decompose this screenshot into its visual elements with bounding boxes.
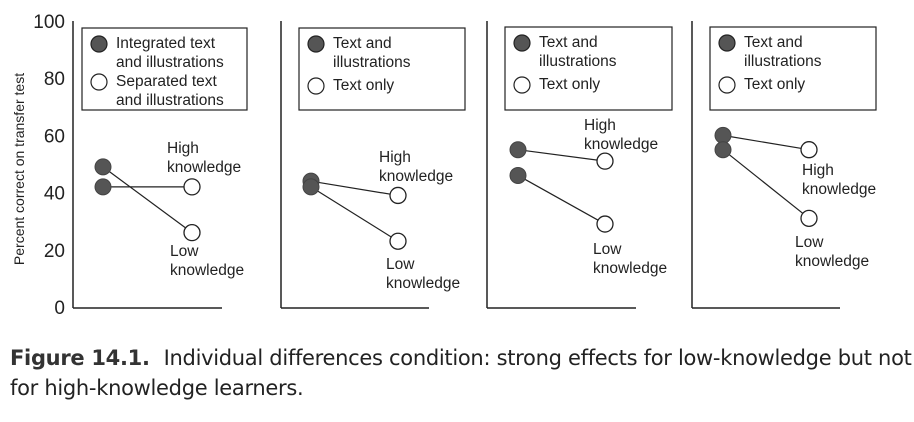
legend-line: Separated text bbox=[116, 73, 218, 90]
data-point-filled bbox=[714, 141, 732, 159]
series-line bbox=[310, 186, 399, 242]
legend: Text and illustrations Text only bbox=[504, 26, 673, 111]
caption-text: Individual differences condition: strong… bbox=[10, 346, 912, 400]
series-label-line: knowledge bbox=[379, 168, 453, 185]
series-line bbox=[722, 134, 810, 151]
legend-box bbox=[504, 26, 673, 111]
filled-circle-icon bbox=[513, 34, 531, 52]
open-circle-icon bbox=[90, 73, 108, 91]
data-point-filled bbox=[94, 158, 112, 176]
data-point-open bbox=[389, 232, 407, 250]
legend-line: Text and bbox=[539, 34, 598, 51]
y-tick-label: 100 bbox=[33, 12, 65, 33]
legend-entry: Text only bbox=[539, 76, 600, 93]
y-tick-label: 0 bbox=[54, 298, 65, 319]
legend: Text and illustrations Text only bbox=[298, 27, 466, 111]
data-point-filled bbox=[302, 178, 320, 196]
chart-panel-4: Text and illustrations Text only High knowle… bbox=[691, 21, 877, 309]
series-line bbox=[517, 174, 606, 225]
series-line bbox=[102, 166, 193, 234]
legend-entry: Integrated text and illustrations bbox=[116, 35, 224, 71]
open-circle-icon bbox=[513, 76, 531, 94]
series-line bbox=[310, 180, 399, 197]
legend-entry: Text and illustrations bbox=[744, 34, 822, 70]
data-point-open bbox=[800, 209, 818, 227]
data-point-open bbox=[596, 215, 614, 233]
legend-line: illustrations bbox=[539, 53, 617, 70]
figure-chart: 0 20 40 60 80 100 Percent correct on transfer … bbox=[11, 12, 877, 319]
series-label: High knowledge bbox=[167, 140, 241, 176]
legend-line: Text only bbox=[539, 76, 600, 93]
series-label-line: knowledge bbox=[167, 159, 241, 176]
chart-panel-1: 0 20 40 60 80 100 Percent correct on transfer … bbox=[11, 12, 248, 319]
legend-box bbox=[298, 27, 466, 111]
series-label-line: High bbox=[379, 149, 411, 166]
series-line bbox=[517, 149, 606, 162]
data-point-open bbox=[596, 152, 614, 170]
data-point-filled bbox=[714, 126, 732, 144]
legend-line: illustrations bbox=[333, 54, 411, 71]
series-label-line: Low bbox=[386, 256, 415, 273]
legend: Integrated text and illustrationsSeparate… bbox=[81, 27, 248, 111]
data-point-filled bbox=[509, 166, 527, 184]
series-label: Low knowledge bbox=[795, 234, 869, 270]
data-point-open bbox=[800, 141, 818, 159]
legend-entry: Text and illustrations bbox=[539, 34, 617, 70]
chart-panel-3: Text and illustrations Text only High knowle… bbox=[486, 21, 673, 309]
series-line bbox=[722, 149, 810, 219]
series-label-line: knowledge bbox=[795, 253, 869, 270]
legend-line: Text only bbox=[744, 76, 805, 93]
series-label-line: knowledge bbox=[170, 262, 244, 279]
y-tick-label: 80 bbox=[44, 69, 65, 90]
series-label: High knowledge bbox=[379, 149, 453, 185]
series-label: Low knowledge bbox=[386, 256, 460, 292]
figure-caption: Figure 14.1. Individual differences condi… bbox=[10, 343, 914, 403]
legend-entry: Separated text and illustrations bbox=[116, 73, 224, 109]
legend-entry: Text only bbox=[333, 77, 394, 94]
legend-line: Text and bbox=[333, 35, 392, 52]
legend-box bbox=[81, 27, 248, 111]
open-circle-icon bbox=[718, 76, 736, 94]
series-label: Low knowledge bbox=[593, 241, 667, 277]
data-point-filled bbox=[94, 178, 112, 196]
y-tick-label: 20 bbox=[44, 241, 65, 262]
data-point-open bbox=[183, 178, 201, 196]
filled-circle-icon bbox=[718, 34, 736, 52]
series-label: Low knowledge bbox=[170, 243, 244, 279]
legend-line: and illustrations bbox=[116, 92, 224, 109]
legend-entry: Text and illustrations bbox=[333, 35, 411, 71]
y-tick-label: 60 bbox=[44, 126, 65, 147]
series-label-line: knowledge bbox=[593, 260, 667, 277]
legend-line: illustrations bbox=[744, 53, 822, 70]
legend: Text and illustrations Text only bbox=[709, 26, 877, 111]
series-label: High knowledge bbox=[584, 117, 658, 153]
data-point-filled bbox=[509, 141, 527, 159]
legend-line: Integrated text bbox=[116, 35, 216, 52]
series-label-line: Low bbox=[170, 243, 199, 260]
legend-entry: Text only bbox=[744, 76, 805, 93]
series-label-line: High bbox=[584, 117, 616, 134]
data-point-open bbox=[183, 223, 201, 242]
legend-box bbox=[709, 26, 877, 111]
series-label-line: knowledge bbox=[386, 275, 460, 292]
series-label-line: High bbox=[167, 140, 199, 157]
series-label-line: Low bbox=[593, 241, 622, 258]
series-label-line: knowledge bbox=[802, 181, 876, 198]
series-label-line: High bbox=[802, 162, 834, 179]
filled-circle-icon bbox=[90, 35, 108, 53]
chart-panel-2: Text and illustrations Text only High knowle… bbox=[280, 21, 466, 309]
series-label-line: knowledge bbox=[584, 136, 658, 153]
series-label-line: Low bbox=[795, 234, 824, 251]
legend-line: Text and bbox=[744, 34, 803, 51]
open-circle-icon bbox=[307, 77, 325, 95]
y-tick-label: 40 bbox=[44, 184, 65, 205]
filled-circle-icon bbox=[307, 35, 325, 53]
data-point-open bbox=[389, 186, 407, 205]
series-label: High knowledge bbox=[802, 162, 876, 198]
caption-label: Figure 14.1. bbox=[10, 346, 150, 370]
legend-line: Text only bbox=[333, 77, 394, 94]
y-axis-label: Percent correct on transfer test bbox=[11, 73, 27, 265]
legend-line: and illustrations bbox=[116, 54, 224, 71]
